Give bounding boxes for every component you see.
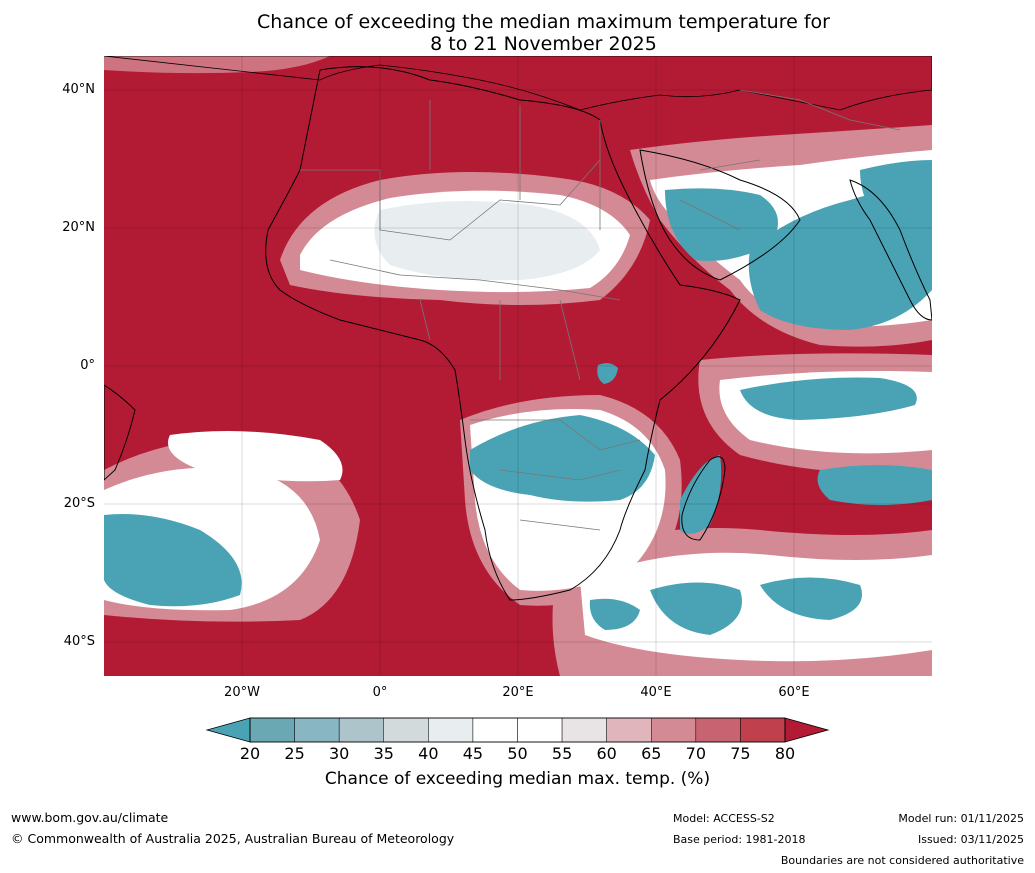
neutral-zone-atlantic-band <box>168 431 343 482</box>
colorbar-label: Chance of exceeding median max. temp. (%… <box>324 769 711 789</box>
cool-zone-south-indian-2 <box>760 577 862 620</box>
cool-zone-south-indian-1 <box>650 582 742 635</box>
cool-zone-indian-ocean <box>740 377 917 420</box>
cool-zone-south-indian-3 <box>589 598 640 630</box>
footer-base-period: Base period: 1981-2018 <box>673 833 806 846</box>
cool-zone-east-ocean-2 <box>817 465 932 505</box>
footer-issued: Issued: 03/11/2025 <box>917 833 1024 846</box>
cool-zone-southern-africa <box>470 415 655 502</box>
footer-url[interactable]: www.bom.gov.au/climate <box>11 810 169 825</box>
lat-label-0: 0° <box>80 358 95 373</box>
lon-label-20w: 20°W <box>224 685 260 700</box>
lat-label-40n: 40°N <box>62 82 95 97</box>
lat-label-40s: 40°S <box>63 634 95 649</box>
footer-disclaimer: Boundaries are not considered authoritat… <box>780 854 1024 867</box>
arabia-coastline <box>639 149 801 281</box>
africa-coastline <box>265 66 741 601</box>
cool-zone-south-atlantic <box>104 514 242 607</box>
lon-label-20e: 20°E <box>502 685 534 700</box>
colorbar-tick-label: 65 <box>641 744 662 763</box>
colorbar-tick-label: 40 <box>418 744 439 763</box>
madagascar-coastline <box>681 456 726 541</box>
colorbar-tick-label: 55 <box>551 744 573 763</box>
colorbar-tick-label: 50 <box>507 744 528 763</box>
country-borders <box>300 89 901 531</box>
cool-zone-lake-victoria <box>597 363 618 384</box>
neutral-zone-indian-south <box>580 552 932 662</box>
footer-copyright: © Commonwealth of Australia 2025, Austra… <box>11 831 455 846</box>
cool-zone-iran <box>860 160 932 240</box>
lat-label-20n: 20°N <box>62 220 95 235</box>
south-america-coastline <box>104 384 136 481</box>
lat-label-20s: 20°S <box>63 496 95 511</box>
light-cool-zone-sahara <box>374 201 600 281</box>
colorbar-tick-label: 60 <box>596 744 617 763</box>
europe-coastline <box>104 56 932 111</box>
warm-zone-north <box>104 56 330 74</box>
colorbar-tick-label: 70 <box>685 744 706 763</box>
colorbar-tick-label: 75 <box>730 744 751 763</box>
india-coastline <box>849 179 932 321</box>
colorbar-tick-label: 20 <box>239 744 261 763</box>
colorbar-tick-label: 25 <box>284 744 305 763</box>
colorbar-tick-label: 30 <box>328 744 350 763</box>
map-title-line2: 8 to 21 November 2025 <box>430 33 657 55</box>
footer-model: Model: ACCESS-S2 <box>673 812 775 825</box>
footer-model-run: Model run: 01/11/2025 <box>898 812 1024 825</box>
lon-label-60e: 60°E <box>778 685 810 700</box>
colorbar-tick-label: 80 <box>774 744 796 763</box>
graticule <box>104 56 932 676</box>
cool-zone-madagascar <box>680 455 722 534</box>
colorbar-tick-label: 45 <box>462 744 484 763</box>
lon-label-0: 0° <box>372 685 388 700</box>
lon-label-40e: 40°E <box>640 685 672 700</box>
map-title-line1: Chance of exceeding the median maximum t… <box>257 11 830 33</box>
colorbar-tick-label: 35 <box>373 744 394 763</box>
